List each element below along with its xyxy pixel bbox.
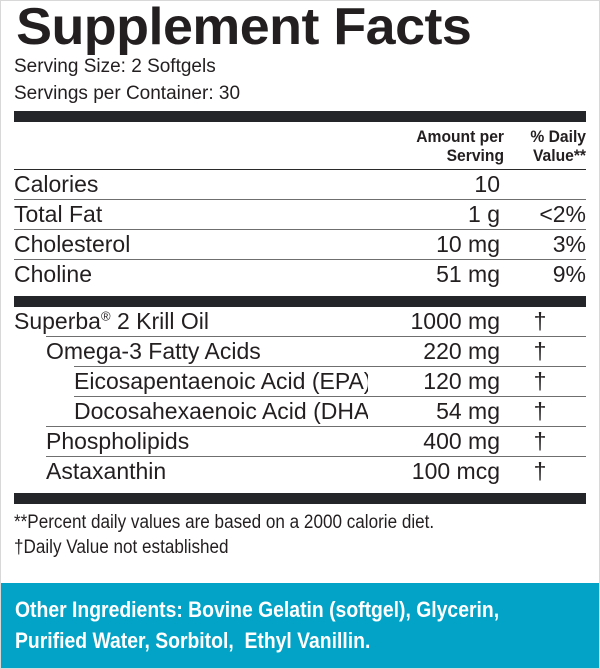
rule bbox=[14, 259, 586, 260]
table-row: Omega-3 Fatty Acids 220 mg † bbox=[46, 337, 586, 366]
table-row: Superba® 2 Krill Oil 1000 mg † bbox=[14, 307, 586, 336]
table-row: Choline 51 mg 9% bbox=[14, 260, 586, 289]
rule bbox=[14, 229, 586, 230]
footnote-daily-value-not-established: †Daily Value not established bbox=[14, 537, 229, 558]
rule bbox=[46, 426, 586, 427]
row-amount: 10 mg bbox=[436, 231, 500, 257]
row-daily-value: † bbox=[533, 458, 547, 484]
table-row: Eicosapentaenoic Acid (EPA) 120 mg † bbox=[74, 367, 586, 396]
divider-bar-bottom bbox=[14, 493, 586, 504]
row-name: Cholesterol bbox=[14, 231, 131, 257]
rule bbox=[74, 396, 586, 397]
row-name: Calories bbox=[14, 171, 99, 197]
row-amount: 100 mcg bbox=[411, 458, 500, 484]
row-amount: 10 bbox=[474, 171, 500, 197]
row-amount: 1 g bbox=[468, 201, 500, 227]
column-header-daily-value: % Daily Value** bbox=[511, 127, 586, 165]
column-header-amount-line1: Amount per bbox=[416, 127, 504, 146]
row-name: Omega-3 Fatty Acids bbox=[46, 338, 261, 364]
table-row: Calories 10 bbox=[14, 170, 586, 199]
footnote-percent-daily-value: **Percent daily values are based on a 20… bbox=[14, 512, 435, 533]
row-amount: 220 mg bbox=[423, 338, 500, 364]
table-row: Docosahexaenoic Acid (DHA) 54 mg † bbox=[74, 397, 586, 426]
row-name: Total Fat bbox=[14, 201, 103, 227]
row-name: Phospholipids bbox=[46, 428, 190, 454]
row-amount: 1000 mg bbox=[410, 308, 500, 334]
nutrient-table: Calories 10 Total Fat 1 g <2% Cholesterol 10 m… bbox=[1, 169, 599, 289]
rule bbox=[46, 336, 586, 337]
row-daily-value: † bbox=[533, 398, 547, 424]
row-daily-value: <2% bbox=[539, 201, 586, 227]
table-row: Total Fat 1 g <2% bbox=[14, 200, 586, 229]
rule bbox=[74, 366, 586, 367]
row-amount: 54 mg bbox=[436, 398, 500, 424]
row-name: Eicosapentaenoic Acid (EPA) bbox=[74, 368, 368, 394]
divider-bar-middle bbox=[14, 296, 586, 307]
rule bbox=[46, 456, 586, 457]
divider-bar-top bbox=[14, 111, 586, 122]
row-daily-value: † bbox=[533, 428, 547, 454]
row-name: Astaxanthin bbox=[46, 458, 167, 484]
rule bbox=[14, 199, 586, 200]
row-amount: 120 mg bbox=[423, 368, 500, 394]
servings-per-container-text: Servings per Container: 30 bbox=[14, 83, 241, 104]
table-row: Cholesterol 10 mg 3% bbox=[14, 230, 586, 259]
row-daily-value: † bbox=[533, 308, 547, 334]
row-amount: 51 mg bbox=[436, 261, 500, 287]
other-ingredients-band: Other Ingredients: Bovine Gelatin (softg… bbox=[1, 583, 599, 668]
column-header-row: Amount per Serving % Daily Value** bbox=[1, 122, 599, 169]
column-header-amount: Amount per Serving bbox=[394, 127, 504, 165]
row-amount: 400 mg bbox=[423, 428, 500, 454]
page-title: Supplement Facts bbox=[16, 0, 472, 56]
row-name: Superba® 2 Krill Oil bbox=[14, 308, 209, 334]
panel-header: Supplement Facts Serving Size: 2 Softgel… bbox=[1, 1, 599, 105]
row-daily-value: † bbox=[533, 368, 547, 394]
row-daily-value: † bbox=[533, 338, 547, 364]
registered-trademark-icon: ® bbox=[100, 308, 111, 324]
other-ingredients-text: Other Ingredients: Bovine Gelatin (softg… bbox=[15, 597, 500, 653]
rule bbox=[14, 169, 586, 170]
row-name: Choline bbox=[14, 261, 92, 287]
table-row: Astaxanthin 100 mcg † bbox=[46, 457, 586, 486]
column-header-dv-line1: % Daily bbox=[530, 127, 586, 146]
row-daily-value: 9% bbox=[552, 261, 586, 287]
serving-size-text: Serving Size: 2 Softgels bbox=[14, 56, 216, 77]
row-name: Docosahexaenoic Acid (DHA) bbox=[74, 398, 368, 424]
row-daily-value: 3% bbox=[552, 231, 586, 257]
table-row: Phospholipids 400 mg † bbox=[46, 427, 586, 456]
ingredient-table: Superba® 2 Krill Oil 1000 mg † Omega-3 Fatt… bbox=[1, 307, 599, 486]
column-header-amount-line2: Serving bbox=[446, 146, 504, 165]
footnotes: **Percent daily values are based on a 20… bbox=[1, 504, 599, 560]
column-header-dv-line2: Value** bbox=[532, 146, 586, 165]
